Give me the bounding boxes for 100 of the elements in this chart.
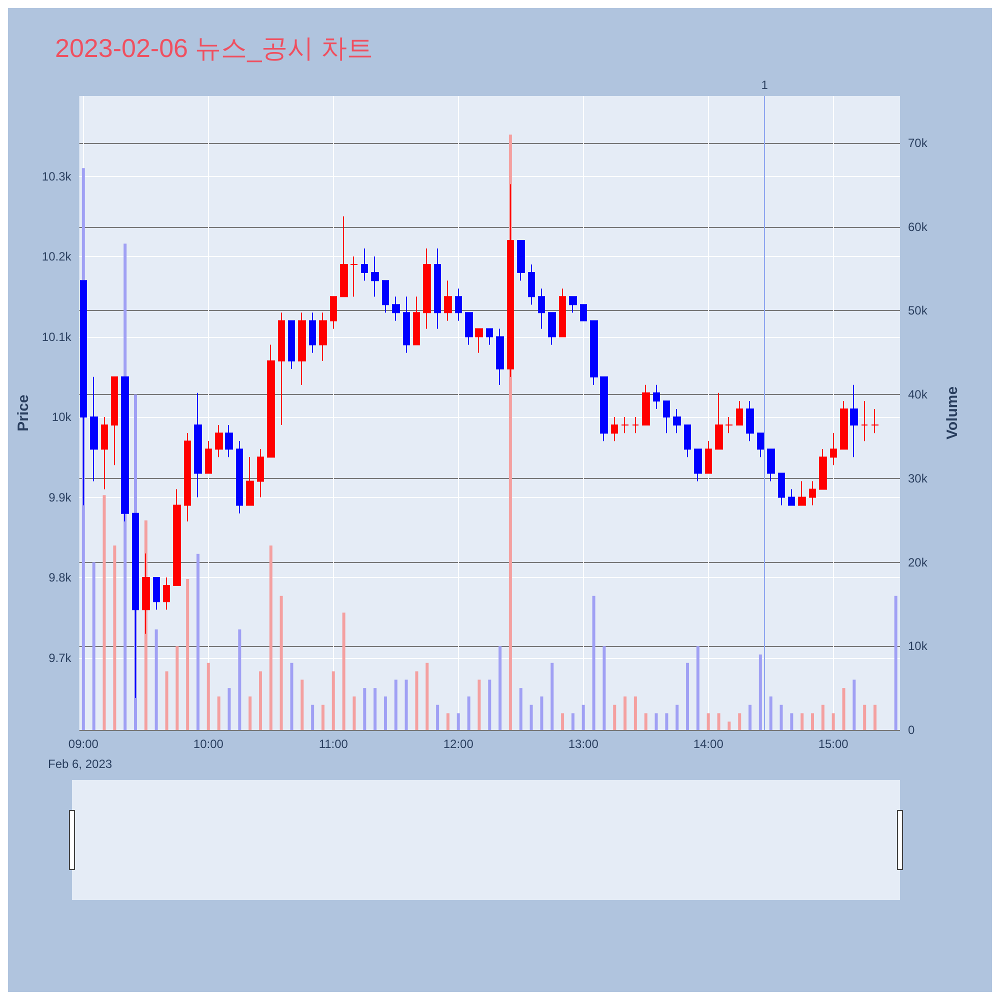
- x-tick-label: 15:00: [818, 737, 849, 751]
- x-tick-label: 10:00: [193, 737, 224, 751]
- x-tick-label: 09:00: [68, 737, 99, 751]
- candlestick: [517, 240, 525, 282]
- bar: [852, 680, 856, 730]
- candlestick: [621, 416, 629, 434]
- candlestick: [559, 288, 566, 338]
- candlestick: [184, 432, 191, 522]
- bar: [165, 671, 168, 730]
- bar: [332, 671, 335, 730]
- bar: [436, 704, 440, 730]
- candlestick: [403, 296, 410, 354]
- x-tick-label: 12:00: [443, 737, 474, 751]
- bar: [519, 688, 522, 730]
- bar: [748, 704, 752, 730]
- candlestick: [830, 432, 837, 466]
- bar: [342, 612, 346, 730]
- bar: [758, 654, 762, 730]
- candlestick: [653, 384, 660, 410]
- y-tick-label: 10.2k: [42, 250, 72, 264]
- x-tick-label: 13:00: [568, 737, 599, 751]
- bar: [280, 596, 283, 730]
- candlestick: [611, 416, 618, 442]
- bar: [217, 696, 220, 730]
- bar: [384, 696, 387, 730]
- bar: [561, 713, 564, 730]
- bar: [842, 688, 846, 730]
- candlestick: [413, 296, 420, 346]
- candlestick: [871, 408, 879, 434]
- x-tick-label: 14:00: [693, 737, 724, 751]
- bar: [676, 704, 679, 730]
- bar: [92, 562, 96, 730]
- x-tick-label: 11:00: [318, 737, 348, 751]
- candlestick: [392, 296, 400, 322]
- bar: [238, 629, 242, 730]
- candlestick: [330, 296, 337, 330]
- bar: [498, 646, 502, 730]
- candlestick: [90, 376, 98, 482]
- candlestick: [663, 400, 670, 434]
- candlestick: [725, 416, 733, 434]
- candlestick: [257, 448, 264, 498]
- candlestick: [101, 416, 108, 490]
- bar: [456, 713, 460, 730]
- bar: [321, 704, 324, 730]
- candlestick: [340, 216, 348, 298]
- bar: [769, 696, 772, 730]
- y-tick-label: 9.8k: [48, 570, 72, 585]
- bar: [706, 713, 710, 730]
- candlestick: [715, 392, 723, 450]
- candlestick: [288, 320, 295, 370]
- bar: [811, 713, 814, 730]
- bar: [154, 629, 158, 730]
- bar: [550, 662, 554, 730]
- candlestick: [705, 440, 712, 474]
- candlestick: [569, 296, 577, 314]
- bar: [780, 704, 783, 730]
- bar: [311, 704, 314, 730]
- candlestick: [861, 400, 868, 442]
- bar: [206, 662, 210, 730]
- candlestick: [736, 400, 743, 426]
- bar: [602, 646, 606, 730]
- bar: [394, 680, 398, 730]
- bar: [352, 696, 356, 730]
- y2-axis-title: Volume: [944, 386, 961, 440]
- bar: [592, 596, 596, 730]
- bar: [488, 680, 492, 730]
- candlestick: [111, 376, 118, 466]
- candlestick: [444, 280, 452, 322]
- candlestick: [850, 384, 858, 458]
- bar: [102, 495, 106, 730]
- candlestick: [455, 288, 462, 322]
- bar: [363, 688, 366, 730]
- y-tick-label: 10.1k: [42, 330, 72, 344]
- candlestick: [173, 488, 181, 586]
- bar: [654, 713, 658, 730]
- bar: [624, 696, 627, 730]
- bar: [800, 713, 804, 730]
- bar: [644, 713, 648, 730]
- bar: [530, 704, 533, 730]
- candlestick: [361, 248, 368, 282]
- bar: [571, 713, 574, 730]
- bar: [874, 704, 877, 730]
- bar: [863, 704, 866, 730]
- candlestick: [694, 448, 702, 482]
- bar: [467, 696, 470, 730]
- candlestick: [215, 424, 223, 458]
- bar: [269, 546, 272, 730]
- y2-tick-label: 20k: [908, 555, 928, 570]
- candlestick: [371, 256, 379, 298]
- y-tick-label: 9.7k: [48, 650, 72, 665]
- candlestick: [225, 424, 233, 458]
- bar: [634, 696, 637, 730]
- candlestick: [548, 312, 556, 346]
- bar: [832, 713, 835, 730]
- candlestick: [205, 440, 212, 474]
- bar: [790, 713, 794, 730]
- candlestick: [580, 304, 587, 322]
- candlestick: [819, 448, 827, 490]
- candlestick: [434, 248, 441, 330]
- bar: [717, 713, 720, 730]
